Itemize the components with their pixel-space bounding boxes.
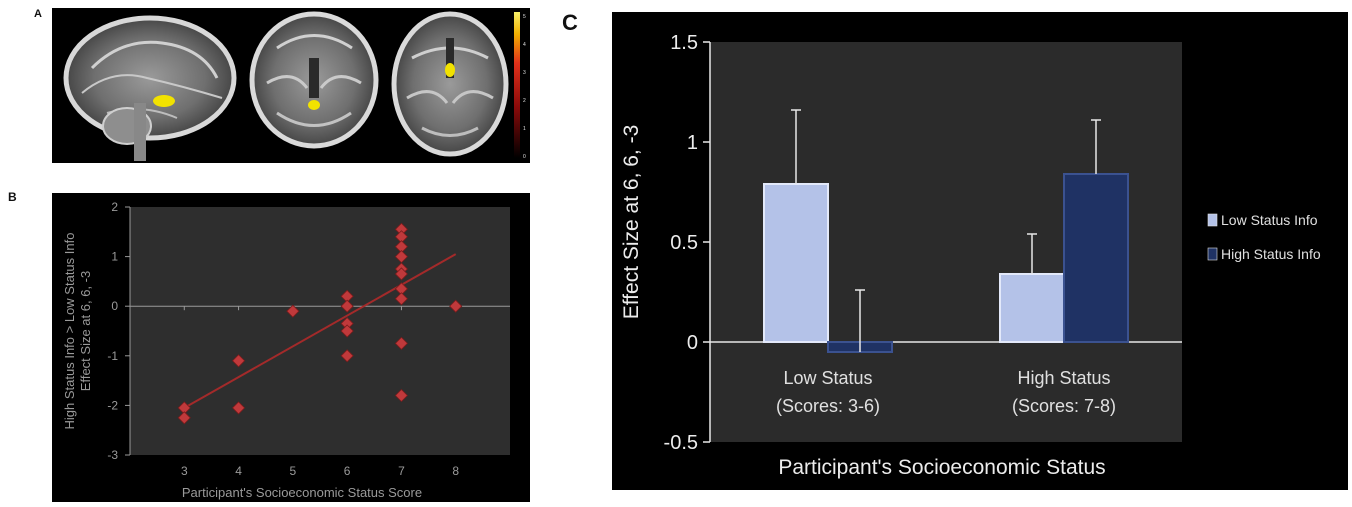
colorbar-label: 0 [523, 154, 526, 160]
scatter-y-tick-label: 0 [111, 299, 118, 313]
bar-low-status-info [763, 183, 829, 343]
legend-item-low-status-info: Low Status Info [1221, 212, 1318, 228]
scatter-x-tick-label: 3 [181, 464, 188, 478]
colorbar-label: 3 [523, 70, 526, 76]
scatter-point [394, 336, 408, 350]
colorbar-labels: 5 4 3 2 1 0 [523, 14, 526, 160]
scatter-panel: -3 -2 -1 0 1 2 3 4 5 6 7 8 Participant's Socioecono… [52, 193, 530, 502]
scatter-x-tick-label: 8 [452, 464, 459, 478]
colorbar-label: 1 [523, 126, 526, 132]
bar-category-sublabel: (Scores: 3-6) [776, 396, 880, 416]
panel-letter-c: C [562, 10, 578, 35]
scatter-chart: -3 -2 -1 0 1 2 3 4 5 6 7 8 Participant's Socioecono… [62, 200, 510, 500]
scatter-y-tick-label: -3 [107, 448, 118, 462]
scatter-point [449, 299, 463, 313]
scatter-y-tick-label: -2 [107, 398, 118, 412]
scatter-y-label-line1: High Status Info > Low Status Info [62, 233, 77, 430]
coronal-brain-view [249, 11, 379, 149]
scatter-y-tick-label: 1 [111, 250, 118, 264]
axial-activation [445, 63, 455, 77]
legend-item-high-status-info-swatch [1207, 247, 1218, 261]
panel-letter-b: B [8, 190, 17, 204]
coronal-activation [308, 100, 320, 110]
colorbar-label: 4 [523, 42, 526, 48]
scatter-y-label-line2: Effect Size at 6, 6, -3 [78, 271, 93, 391]
panel-letter-a: A [34, 8, 42, 20]
scatter-x-tick-label: 5 [290, 464, 297, 478]
colorbar-label: 2 [523, 98, 526, 104]
bar-high-status-info [1063, 173, 1129, 343]
scatter-point [340, 299, 354, 313]
legend-item-high-status-info: High Status Info [1221, 246, 1321, 262]
scatter-point [394, 267, 408, 281]
brain-images-panel: 5 4 3 2 1 0 [52, 8, 530, 163]
bar-category-label: High Status [1017, 368, 1110, 388]
sagittal-activation [153, 95, 175, 107]
scatter-y-tick-label: 2 [111, 200, 118, 214]
colorbar-label: 5 [523, 14, 526, 20]
scatter-point [232, 401, 246, 415]
bar-y-tick-label: -0.5 [664, 432, 698, 454]
scatter-x-label: Participant's Socioeconomic Status Score [182, 485, 422, 500]
axial-brain-view [391, 11, 509, 157]
scatter-x-tick-label: 6 [344, 464, 351, 478]
colorbar [514, 12, 520, 158]
bar-x-label: Participant's Socioeconomic Status [778, 456, 1105, 479]
scatter-point [232, 354, 246, 368]
scatter-point [394, 292, 408, 306]
bar-chart: -0.5 0 0.5 1 1.5 Low Status (Scores: 3-6) High… [620, 32, 1321, 479]
bar-y-label: Effect Size at 6, 6, -3 [620, 125, 643, 320]
bar-y-tick-label: 1 [687, 132, 698, 154]
scatter-point [340, 324, 354, 338]
scatter-x-tick-label: 4 [235, 464, 242, 478]
scatter-point [286, 304, 300, 318]
bar-panel: -0.5 0 0.5 1 1.5 Low Status (Scores: 3-6) High… [612, 12, 1348, 490]
bar-y-tick-label: 0 [687, 332, 698, 354]
brain-images: 5 4 3 2 1 0 [63, 11, 526, 161]
bar-y-tick-label: 1.5 [670, 32, 698, 54]
scatter-point [394, 388, 408, 403]
bar-low-status-info [999, 273, 1065, 343]
bar-category-sublabel: (Scores: 7-8) [1012, 396, 1116, 416]
sagittal-brain-view [63, 15, 237, 161]
legend-item-low-status-info-swatch [1207, 213, 1218, 227]
bar-legend: Low Status Info High Status Info [1207, 212, 1321, 262]
scatter-y-tick-label: -1 [107, 349, 118, 363]
bar-category-label: Low Status [783, 368, 872, 388]
scatter-fit-line [183, 253, 457, 409]
scatter-x-tick-label: 7 [398, 464, 405, 478]
scatter-point [340, 349, 354, 363]
scatter-point [177, 411, 191, 425]
bar-y-tick-label: 0.5 [670, 232, 698, 254]
